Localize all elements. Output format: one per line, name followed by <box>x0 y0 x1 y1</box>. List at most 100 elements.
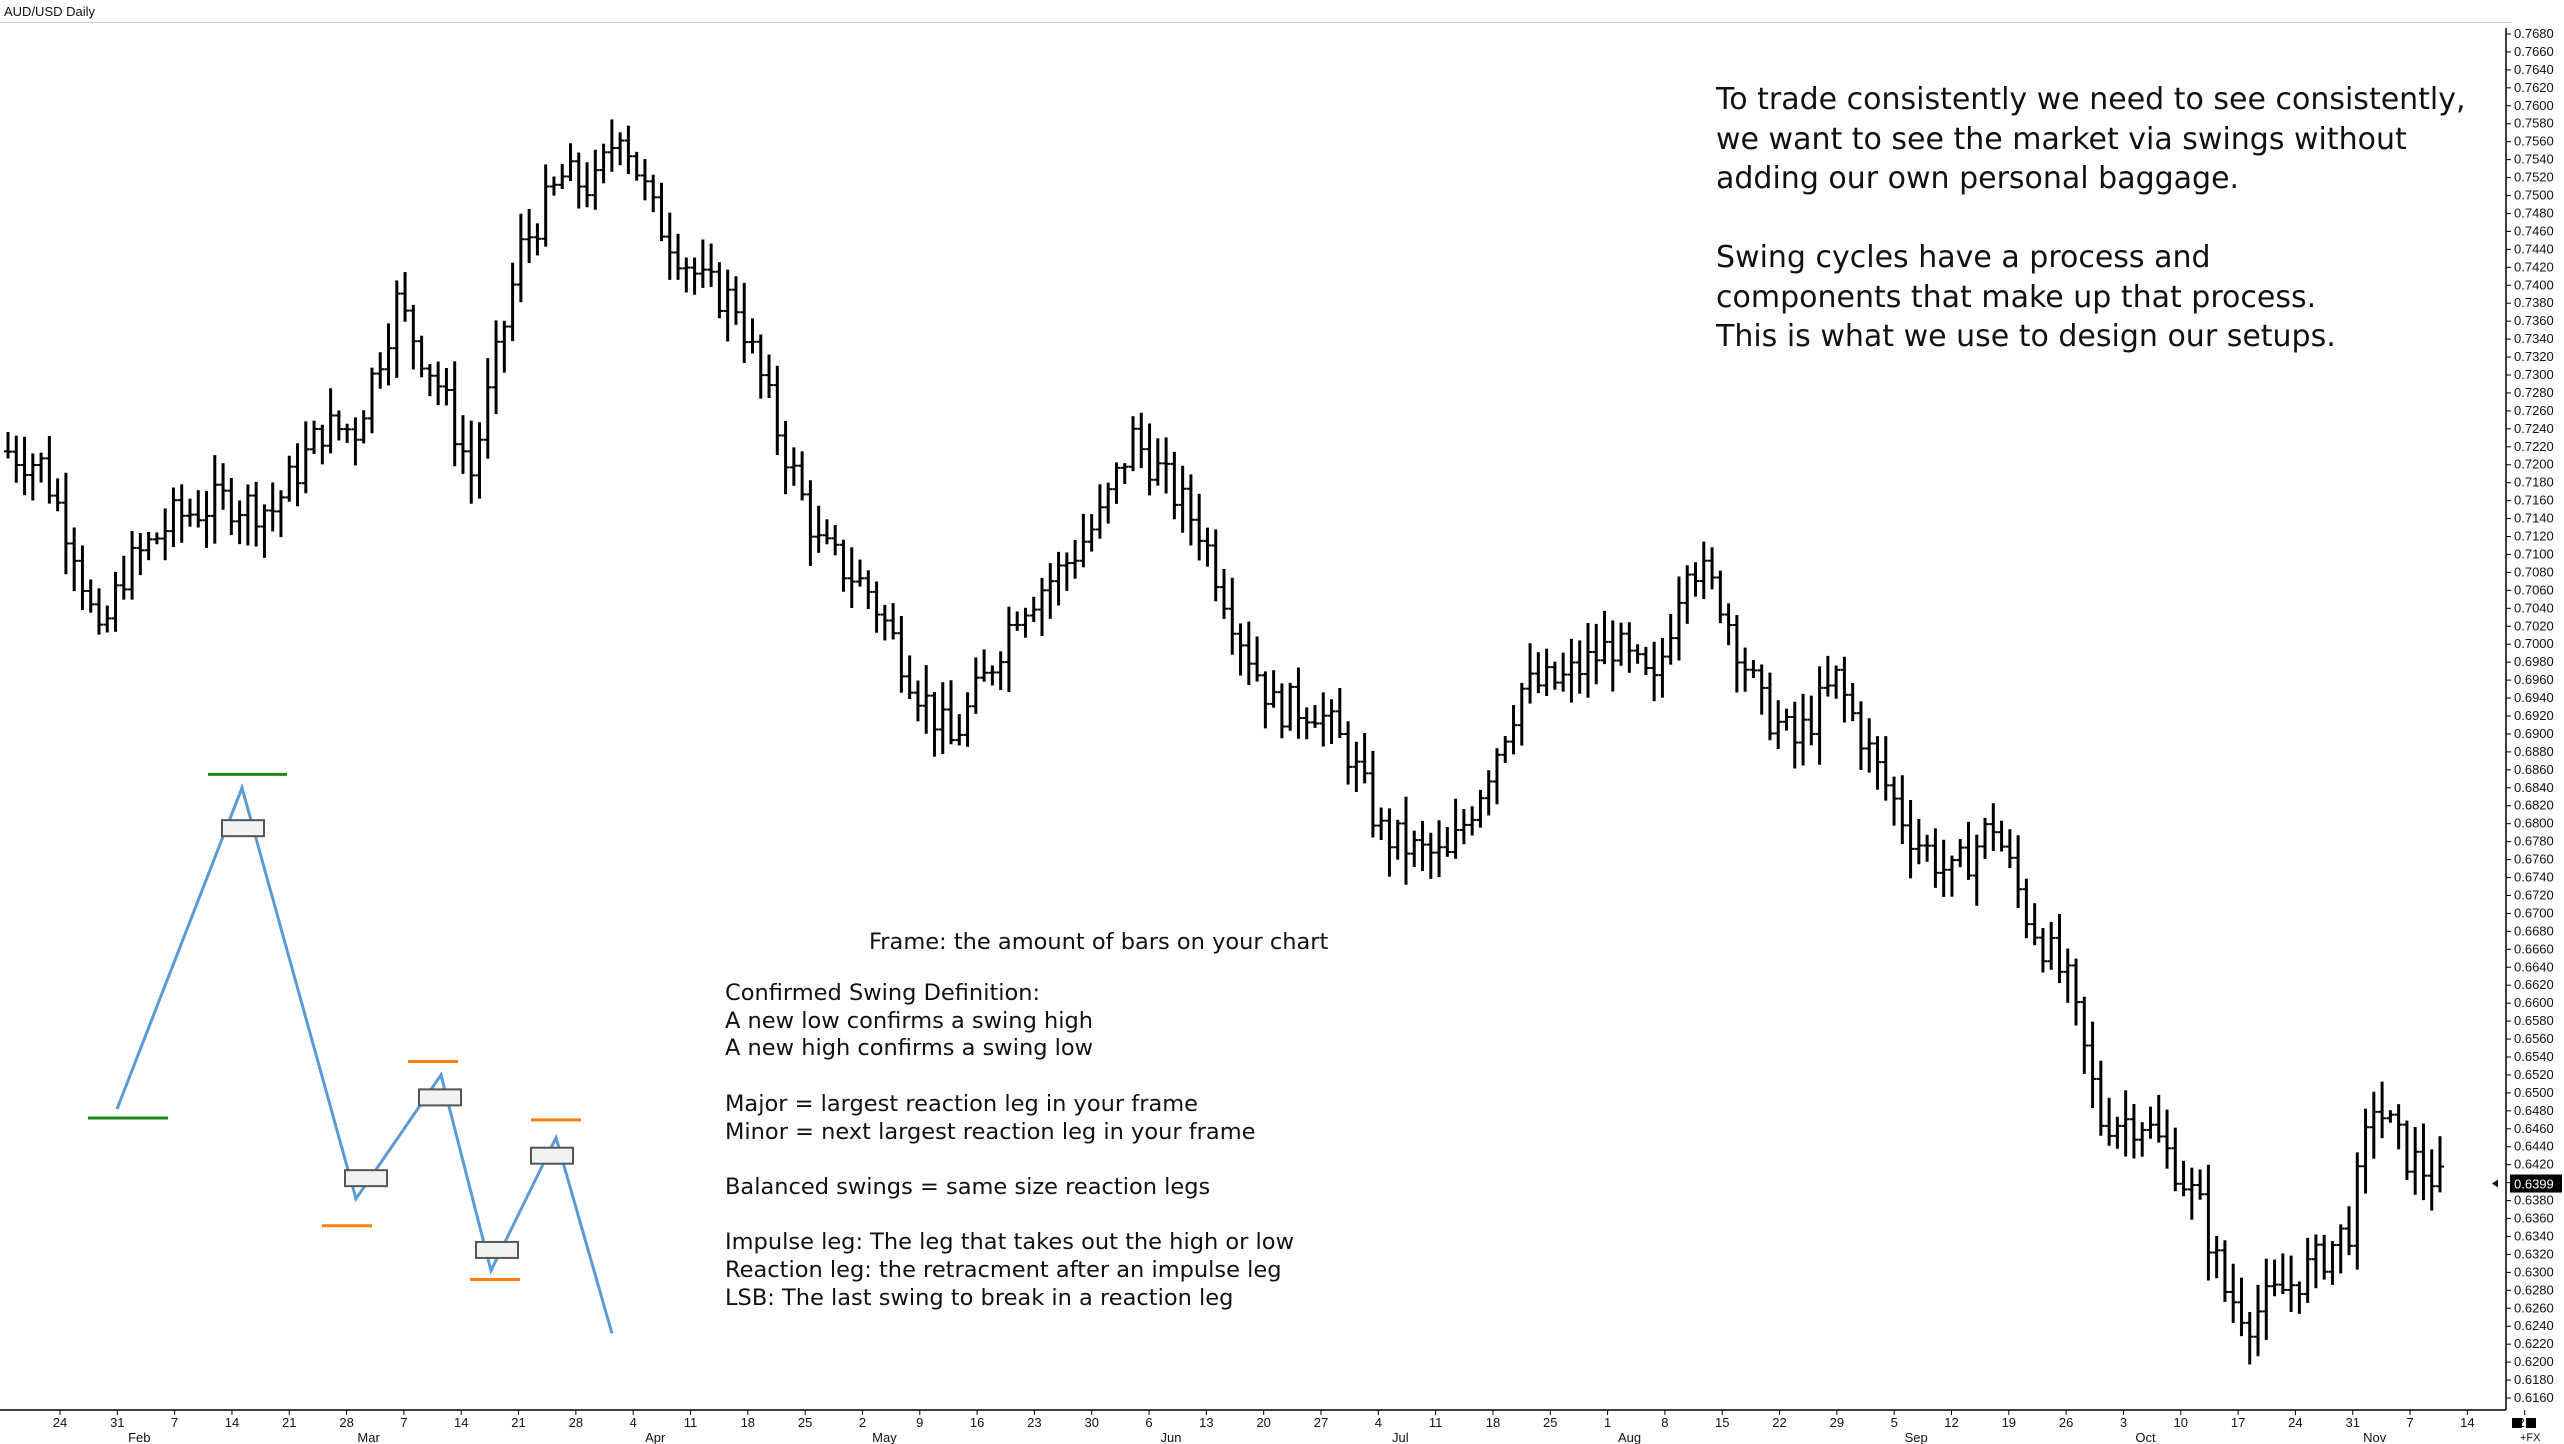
ohlc-bar <box>359 410 368 444</box>
price-tick-label: 0.6740 <box>2514 870 2554 885</box>
ohlc-bar <box>276 490 285 538</box>
ohlc-bar <box>847 547 856 608</box>
ohlc-bar <box>177 484 186 543</box>
price-tick-label: 0.6500 <box>2514 1085 2554 1100</box>
ohlc-bar <box>1799 693 1808 766</box>
ohlc-bar <box>1220 568 1228 619</box>
ohlc-bar <box>1906 799 1915 879</box>
ohlc-bar <box>500 320 509 373</box>
ohlc-bar <box>2237 1277 2246 1337</box>
date-tick-label: 1 <box>1604 1415 1611 1430</box>
price-tick-label: 0.6820 <box>2514 798 2554 813</box>
ohlc-bar <box>624 125 633 175</box>
price-tick-label: 0.6720 <box>2514 887 2554 902</box>
ohlc-bar <box>161 508 170 561</box>
ohlc-bar <box>2295 1281 2304 1314</box>
date-tick-label: 20 <box>1256 1415 1270 1430</box>
date-tick-label: 18 <box>741 1415 755 1430</box>
ohlc-bar <box>798 451 807 501</box>
ohlc-bar <box>748 318 757 354</box>
ohlc-bar <box>2088 1021 2097 1109</box>
price-axis: 0.6160 0.6180 0.6200 0.6220 0.6240 0.6260 0.62… <box>2492 26 2564 1410</box>
ohlc-bar <box>2038 928 2047 973</box>
ohlc-bar <box>2245 1311 2254 1365</box>
ohlc-bar <box>260 504 269 558</box>
ohlc-bar <box>1981 817 1990 859</box>
ohlc-bar <box>988 665 997 686</box>
ohlc-bar <box>756 334 765 399</box>
ohlc-bar <box>202 490 211 548</box>
price-tick-label: 0.6180 <box>2514 1372 2554 1387</box>
ohlc-bar <box>1964 821 1973 880</box>
ohlc-bar <box>657 182 666 242</box>
ohlc-bar <box>549 176 558 196</box>
price-tick-label: 0.7440 <box>2514 241 2554 256</box>
ohlc-bar <box>70 527 79 592</box>
ohlc-bar <box>1418 820 1427 872</box>
ohlc-bar <box>1120 463 1129 485</box>
ohlc-bar <box>1021 607 1030 638</box>
swing-box <box>418 1088 462 1107</box>
price-tick-label: 0.7360 <box>2514 313 2554 328</box>
ohlc-bar <box>963 692 972 747</box>
date-tick-label: 24 <box>2288 1415 2302 1430</box>
ohlc-bar <box>1195 493 1204 561</box>
ohlc-bar <box>2022 878 2031 939</box>
ohlc-bar <box>45 435 54 504</box>
ohlc-bar <box>1617 622 1626 666</box>
ohlc-bar <box>930 691 939 757</box>
price-tick-label: 0.6540 <box>2514 1049 2554 1064</box>
ohlc-bar <box>2328 1241 2337 1285</box>
price-tick-label: 0.6520 <box>2514 1067 2554 1082</box>
ohlc-bar <box>2121 1090 2130 1157</box>
date-tick-label: 19 <box>2002 1415 2016 1430</box>
ohlc-bar <box>525 208 534 264</box>
ohlc-bar <box>86 579 95 613</box>
ohlc-bar <box>1782 708 1791 731</box>
ohlc-bar <box>1832 665 1841 699</box>
ohlc-bar <box>682 257 691 293</box>
ohlc-bar <box>128 531 137 600</box>
ohlc-bar <box>831 525 840 556</box>
date-tick-label: 26 <box>2059 1415 2073 1430</box>
ohlc-bar <box>583 162 592 208</box>
ohlc-bar <box>674 233 683 280</box>
ohlc-bar <box>53 478 62 512</box>
price-tick-label: 0.7060 <box>2514 582 2554 597</box>
price-tick-label: 0.7620 <box>2514 80 2554 95</box>
ohlc-bar <box>2419 1123 2428 1201</box>
date-tick-label: 29 <box>1830 1415 1844 1430</box>
ohlc-bar <box>897 615 906 693</box>
ohlc-bar <box>2204 1164 2213 1281</box>
price-tick-label: 0.6660 <box>2514 941 2554 956</box>
date-tick-label: 18 <box>1486 1415 1500 1430</box>
ohlc-bar <box>2171 1127 2180 1192</box>
ohlc-bar <box>1641 646 1650 675</box>
ohlc-bar <box>814 505 823 553</box>
date-tick-label: 23 <box>1027 1415 1041 1430</box>
price-tick-label: 0.6780 <box>2514 834 2554 849</box>
swing-intro-note: To trade consistently we need to see con… <box>1716 82 2466 354</box>
price-tick-label: 0.6380 <box>2514 1193 2554 1208</box>
ohlc-bar <box>343 423 352 443</box>
date-tick-label: 22 <box>1772 1415 1786 1430</box>
price-tick-label: 0.7260 <box>2514 403 2554 418</box>
ohlc-bar <box>839 539 848 592</box>
ohlc-bar <box>1104 482 1113 524</box>
ohlc-bar <box>227 477 236 535</box>
ohlc-bar <box>541 164 550 247</box>
ohlc-bar <box>740 282 749 364</box>
ohlc-bar <box>2005 829 2014 869</box>
ohlc-bar <box>1302 707 1311 740</box>
date-tick-label: 7 <box>171 1415 178 1430</box>
ohlc-bar <box>2278 1253 2287 1294</box>
ohlc-bar <box>1534 652 1543 694</box>
ohlc-bar <box>475 422 484 499</box>
price-tick-label: 0.6680 <box>2514 923 2554 938</box>
price-tick-label: 0.7300 <box>2514 367 2554 382</box>
ohlc-bar <box>1691 562 1700 597</box>
ohlc-bar <box>1468 806 1477 836</box>
price-tick-label: 0.6420 <box>2514 1157 2554 1172</box>
price-tick-label: 0.6960 <box>2514 672 2554 687</box>
ohlc-bar <box>1633 644 1642 664</box>
